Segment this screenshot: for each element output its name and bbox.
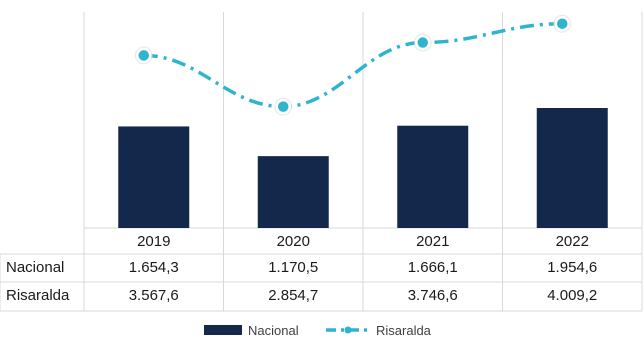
bar-series-nacional xyxy=(118,108,608,228)
data-label: 3.746,6 xyxy=(408,287,458,304)
line-marker xyxy=(415,34,431,51)
line-marker xyxy=(554,15,570,32)
row-label: Risaralda xyxy=(6,287,70,304)
line-path xyxy=(143,21,563,109)
line-marker xyxy=(136,47,152,64)
category-label: 2020 xyxy=(277,233,310,250)
legend-marker-risaralda xyxy=(344,326,352,334)
data-label: 1.954,6 xyxy=(547,259,597,276)
category-label: 2022 xyxy=(556,233,589,250)
row-label: Nacional xyxy=(6,259,64,276)
data-label: 3.567,6 xyxy=(129,287,179,304)
data-table: 2019 2020 2021 2022 Nacional 1.654,3 1.170,5 1.… xyxy=(6,233,597,304)
legend-label-nacional: Nacional xyxy=(248,323,299,338)
data-label: 2.854,7 xyxy=(268,287,318,304)
bar xyxy=(536,108,608,228)
category-label: 2019 xyxy=(137,233,170,250)
data-label: 1.170,5 xyxy=(268,259,318,276)
category-label: 2021 xyxy=(416,233,449,250)
line-marker xyxy=(275,98,291,115)
bar xyxy=(257,156,329,228)
data-label: 1.654,3 xyxy=(129,259,179,276)
bar xyxy=(397,125,469,228)
data-label: 1.666,1 xyxy=(408,259,458,276)
legend-swatch-nacional xyxy=(204,325,242,335)
line-series-risaralda xyxy=(134,14,572,116)
legend: Nacional Risaralda xyxy=(204,323,432,338)
data-label: 4.009,2 xyxy=(547,287,597,304)
legend-label-risaralda: Risaralda xyxy=(376,323,432,338)
bar xyxy=(118,126,190,228)
